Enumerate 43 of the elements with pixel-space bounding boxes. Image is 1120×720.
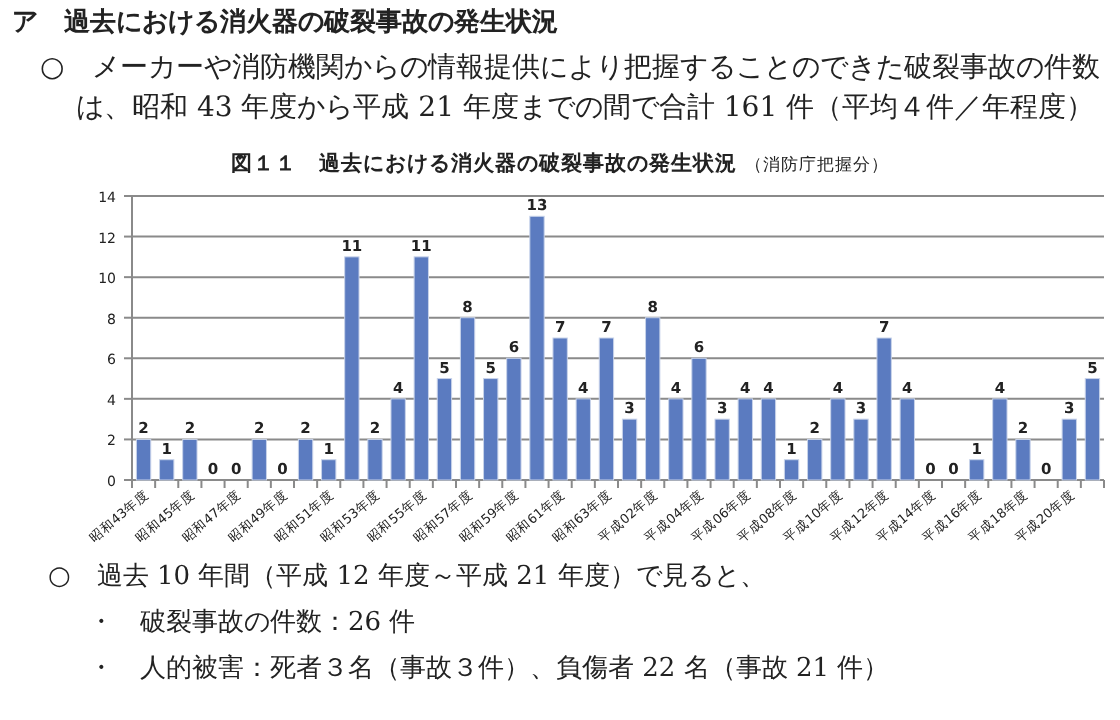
bar [1061, 418, 1077, 481]
bar [1084, 378, 1101, 481]
text: ・ 破裂事故の件数：26 件 [88, 606, 418, 642]
chart-subtitle: （消防庁把握分） [745, 154, 889, 176]
bar [992, 398, 1008, 481]
bar [969, 459, 985, 481]
bar [691, 357, 707, 481]
bar [159, 459, 175, 481]
bar [135, 438, 152, 481]
text: ○ 過去 10 年間（平成 12 年度～平成 21 年度）で見ると、 [48, 560, 768, 596]
bar [598, 337, 615, 481]
bar [783, 459, 800, 481]
bar [645, 317, 661, 481]
bar [413, 256, 429, 481]
bar [182, 438, 198, 481]
bar [390, 398, 406, 481]
bar [251, 438, 267, 481]
text: ○ メーカーや消防機関からの情報提供により把握することのできた破裂事故の件数は、昭和 43 年度から平成 21 年度までの間で合計 161 件（平均４件／年程度） [40, 50, 1103, 128]
bar [344, 256, 360, 481]
bar [436, 378, 453, 481]
text: ア 過去における消火器の破裂事故の発生状況 [12, 6, 560, 42]
bar [297, 438, 314, 481]
bar [367, 438, 383, 481]
bar [737, 398, 753, 481]
bar [529, 215, 545, 481]
bar [830, 398, 846, 481]
chart-title: 図１１ 過去における消火器の破裂事故の発生状況 [231, 150, 737, 176]
bar [483, 378, 499, 481]
bar [668, 398, 684, 481]
bar [853, 418, 869, 481]
bar [807, 438, 823, 481]
bar [321, 459, 337, 481]
text: ・ 人的被害：死者３名（事故３件）、負傷者 22 名（事故 21 件） [88, 652, 892, 688]
bar [714, 418, 730, 481]
bar [760, 398, 777, 481]
bar [899, 398, 915, 481]
bar [1015, 438, 1031, 481]
bar [876, 337, 892, 481]
bar [575, 398, 591, 481]
bar [459, 317, 476, 481]
bar [506, 357, 522, 481]
bar [552, 337, 568, 481]
bar [621, 418, 638, 481]
